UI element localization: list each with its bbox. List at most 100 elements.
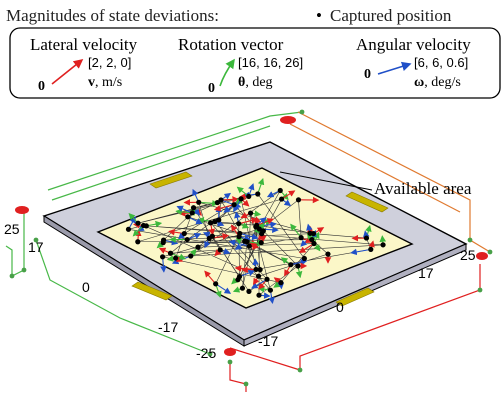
- captured-position-dot: [288, 262, 294, 268]
- captured-position-dot: [160, 237, 167, 243]
- captured-position-dot: [184, 236, 190, 243]
- deviation-arrows: [128, 178, 387, 304]
- captured-position-dot: [237, 230, 243, 237]
- captured-position-dot: [301, 255, 307, 262]
- legend-angular-unit-line: ω, deg/s: [414, 75, 461, 90]
- legend-lateral-unit-line: v, m/s: [88, 75, 122, 90]
- legend-rotation-symbol: θ: [238, 75, 245, 90]
- captured-position-dot: [307, 230, 313, 236]
- legend-rotation-arrow: [219, 58, 235, 87]
- captured-position-dot: [213, 281, 219, 287]
- legend-rotation-unit: , deg: [245, 75, 272, 90]
- captured-position-dot: [189, 210, 195, 216]
- deviation-arrow: [220, 196, 239, 203]
- deviation-arrow: [290, 223, 302, 238]
- captured-position-dot: [190, 205, 197, 211]
- deviation-arrow: [239, 232, 259, 240]
- legend-angular-unit: , deg/s: [424, 75, 461, 90]
- frame-green-inner: [51, 125, 271, 201]
- frame-left-lower: [35, 239, 211, 355]
- frame-orange-inner: [289, 123, 461, 213]
- frame-red-bottom-leg: [229, 362, 247, 392]
- captured-positions: [125, 187, 386, 298]
- captured-position-dot: [236, 221, 242, 227]
- axis-right-25: 25: [460, 247, 476, 263]
- available-area-pointer: [279, 171, 373, 191]
- captured-position-dot: [253, 266, 259, 273]
- legend-angular-arrow: [377, 61, 412, 75]
- legend-rotation-title: Rotation vector: [178, 35, 284, 54]
- axis-left-17: 17: [28, 239, 44, 255]
- captured-position-dot: [125, 226, 132, 232]
- captured-position-dot: [311, 240, 317, 247]
- captured-position-dot: [216, 217, 222, 223]
- deviation-arrow: [204, 270, 217, 285]
- captured-position-dot: [140, 222, 147, 229]
- deviation-arrow: [176, 205, 193, 214]
- captured-position-dot: [238, 196, 244, 202]
- captured-position-dot: [218, 197, 224, 203]
- captured-position-dot: [256, 292, 262, 298]
- frame-red: [229, 264, 481, 371]
- captured-position-dot: [185, 214, 191, 220]
- deviation-arrow: [298, 243, 315, 254]
- captured-position-dot: [267, 287, 274, 293]
- captured-position-dot: [298, 235, 304, 241]
- captured-position-dot: [207, 220, 214, 226]
- captured-position-dot: [212, 219, 218, 225]
- legend-lateral-zero: 0: [38, 79, 45, 94]
- trajectory-layer: [128, 190, 384, 296]
- legend-box: [9, 27, 501, 99]
- deviation-arrow: [234, 265, 257, 272]
- captured-position-dot: [325, 251, 331, 257]
- deviation-arrow: [250, 278, 268, 289]
- deviation-arrow: [350, 248, 371, 256]
- legend-angular-magnitude: [6, 6, 0.6]: [414, 55, 468, 70]
- frame-nodes: [9, 109, 493, 387]
- captured-position-dot: [246, 193, 252, 200]
- winch-bottom: [224, 348, 236, 356]
- captured-position-dot: [380, 242, 386, 248]
- axis-left-0: 0: [82, 279, 90, 295]
- captured-position-dot: [188, 253, 194, 259]
- legend-lateral-symbol: v: [88, 75, 95, 90]
- legend-rotation-magnitude: [16, 16, 26]: [238, 55, 303, 70]
- captured-position-dot: [246, 288, 252, 294]
- captured-position-dot: [231, 202, 237, 208]
- header-title: Magnitudes of state deviations:: [6, 6, 219, 25]
- deviation-arrow: [239, 269, 256, 278]
- available-area-label: Available area: [374, 179, 472, 198]
- captured-position-dot: [173, 255, 179, 261]
- captured-position-dot: [295, 197, 302, 203]
- captured-position-dot: [258, 240, 264, 246]
- deviation-arrow: [257, 178, 265, 195]
- captured-position-dot: [217, 247, 223, 253]
- trajectory-path: [128, 190, 384, 296]
- frame-green: [47, 111, 303, 191]
- axis-left-neg25: -25: [196, 345, 216, 361]
- captured-position-dot: [159, 254, 166, 260]
- captured-position-dot: [257, 267, 263, 273]
- deviation-arrow: [290, 259, 308, 266]
- captured-position-dot: [235, 277, 241, 283]
- captured-position-dot: [253, 222, 260, 228]
- captured-position-dot: [279, 196, 285, 202]
- legend-lateral-arrow: [51, 59, 84, 85]
- captured-position-dot: [246, 243, 252, 249]
- winch-top: [280, 116, 296, 124]
- captured-position-dot: [264, 276, 270, 282]
- captured-position-dot: [195, 244, 201, 250]
- legend-lateral-title: Lateral velocity: [30, 35, 138, 54]
- legend-rotation-zero: 0: [208, 81, 215, 96]
- captured-position-dot: [309, 236, 315, 243]
- corner-winches: [15, 116, 488, 356]
- captured-position-dot: [135, 239, 141, 245]
- captured-position-dot: [277, 187, 283, 194]
- captured-position-label: Captured position: [330, 6, 452, 25]
- winch-left: [15, 206, 29, 214]
- captured-position-dot: [242, 238, 248, 244]
- deviation-arrow: [238, 217, 258, 225]
- axis-right-17: 17: [418, 265, 434, 281]
- captured-position-dot: [295, 263, 301, 269]
- axis-right-0: 0: [336, 299, 344, 315]
